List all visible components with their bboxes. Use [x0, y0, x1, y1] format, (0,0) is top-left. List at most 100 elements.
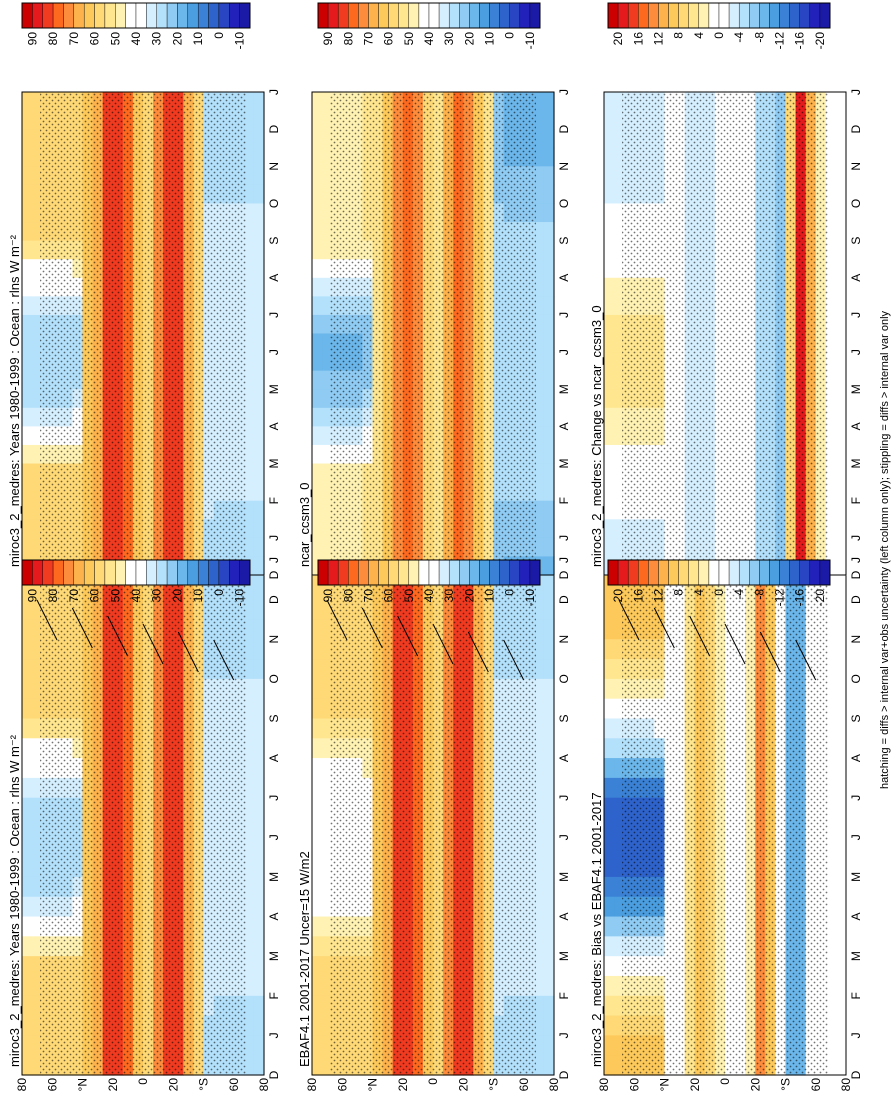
heatmap-cell	[533, 166, 545, 186]
heatmap-cell	[835, 444, 847, 465]
heatmap-cell	[825, 333, 837, 353]
hatch-line	[724, 623, 746, 665]
colorbar-tick-label: 40	[129, 589, 143, 603]
colorbar-tick-label: 10	[191, 32, 205, 46]
heatmap-cell	[253, 333, 265, 353]
colorbar-tick-label: 50	[402, 589, 416, 603]
heatmap-cell	[322, 837, 333, 858]
colorbar-tick-label: 90	[321, 32, 335, 46]
month-tick-label: J	[557, 312, 571, 318]
heatmap-cell	[604, 817, 615, 838]
heatmap-cell	[614, 956, 625, 977]
heatmap-cell	[243, 956, 255, 977]
month-tick-label: A	[557, 754, 571, 762]
heatmap-cell	[32, 758, 43, 779]
month-tick-label: A	[849, 274, 863, 282]
heatmap-cell	[825, 519, 837, 539]
month-tick-label: F	[267, 992, 281, 999]
heatmap-cell	[614, 389, 625, 409]
heatmap-cell	[835, 639, 847, 660]
heatmap-cell	[825, 314, 837, 335]
month-tick-label: J	[557, 89, 571, 95]
colorbar-swatch	[459, 2, 470, 29]
month-tick-label: J	[557, 557, 571, 563]
heatmap-cell	[835, 659, 847, 680]
heatmap-cell	[312, 333, 323, 353]
heatmap-cell	[614, 1055, 625, 1076]
colorbar-swatch	[428, 559, 440, 586]
heatmap-cell	[825, 1035, 837, 1056]
heatmap-cell	[322, 1035, 333, 1056]
heatmap-cell	[253, 463, 265, 483]
heatmap-cell	[322, 995, 333, 1017]
colorbar-swatch	[779, 559, 790, 586]
heatmap-cell	[243, 777, 255, 799]
month-tick-label: J	[849, 795, 863, 801]
heatmap-cell	[533, 277, 545, 297]
heatmap-cell	[835, 758, 847, 779]
colorbar-swatch	[115, 2, 126, 29]
heatmap-cell	[312, 718, 323, 739]
heatmap-cell	[22, 876, 33, 898]
colorbar-swatch	[166, 2, 178, 29]
heatmap-cell	[22, 314, 33, 335]
heatmap-cell	[543, 147, 555, 167]
heatmap-cell	[22, 599, 33, 621]
heatmap-cell	[312, 463, 323, 483]
heatmap-cell	[322, 599, 333, 621]
colorbar-swatch	[208, 2, 220, 29]
heatmap-cell	[32, 718, 43, 739]
heatmap-cell	[22, 1035, 33, 1056]
heatmap-cell	[835, 777, 847, 799]
colorbar-3: 20 16 12 8 4 0 -4 -8 -12 -16 -20	[607, 2, 831, 50]
heatmap-cell	[543, 599, 555, 621]
heatmap-cell	[533, 184, 545, 205]
heatmap-cell	[243, 110, 255, 130]
heatmap-cell	[835, 296, 847, 316]
colorbar-swatch	[789, 559, 800, 586]
heatmap-cell	[312, 296, 323, 316]
colorbar-tick-label: 30	[442, 589, 456, 603]
month-tick-label: J	[849, 834, 863, 840]
colorbar-tick-label: -12	[773, 32, 787, 50]
heatmap-cell	[243, 259, 255, 279]
heatmap-cell	[604, 738, 615, 759]
month-tick-label: M	[267, 384, 281, 394]
heatmap-cell	[322, 738, 333, 759]
heatmap-cell	[604, 333, 615, 353]
colorbar-tick-label: 40	[129, 32, 143, 46]
heatmap-cell	[825, 203, 837, 223]
heatmap-cell	[604, 619, 615, 640]
heatmap-cell	[825, 277, 837, 297]
heatmap-cell	[614, 370, 625, 390]
colorbar-swatch	[728, 559, 740, 586]
colorbar-swatch	[104, 559, 116, 586]
heatmap-cell	[835, 599, 847, 621]
heatmap-cell	[543, 184, 555, 205]
heatmap-cell	[22, 184, 33, 205]
hatch-line	[177, 631, 199, 673]
heatmap-cell	[243, 333, 255, 353]
colorbar-swatch	[668, 2, 679, 29]
month-tick-label: J	[267, 1032, 281, 1038]
heatmap-cell	[32, 619, 43, 640]
heatmap-cell	[543, 240, 555, 260]
month-tick-label: F	[849, 992, 863, 999]
heatmap-cell	[22, 718, 33, 739]
heatmap-cell	[312, 857, 323, 878]
heatmap-cell	[825, 797, 837, 819]
lat-tick-label: 60	[45, 1078, 59, 1092]
colorbar-tick-label: 10	[483, 32, 497, 46]
heatmap-cell	[22, 92, 33, 112]
heatmap-cell	[835, 110, 847, 130]
heatmap-cell	[22, 370, 33, 390]
heatmap-cell	[253, 389, 265, 409]
panel-5: ncar_ccsm3_0 D J F M A M J J A S O N D J	[297, 89, 571, 579]
colorbar-swatch	[229, 2, 240, 29]
colorbar-tick-label: 10	[191, 589, 205, 603]
colorbar-tick-label: -4	[732, 32, 746, 43]
heatmap-cell	[312, 599, 323, 621]
colorbar-tick-label: 4	[692, 589, 706, 596]
heatmap-cell	[32, 500, 43, 520]
heatmap-cell	[533, 678, 545, 700]
